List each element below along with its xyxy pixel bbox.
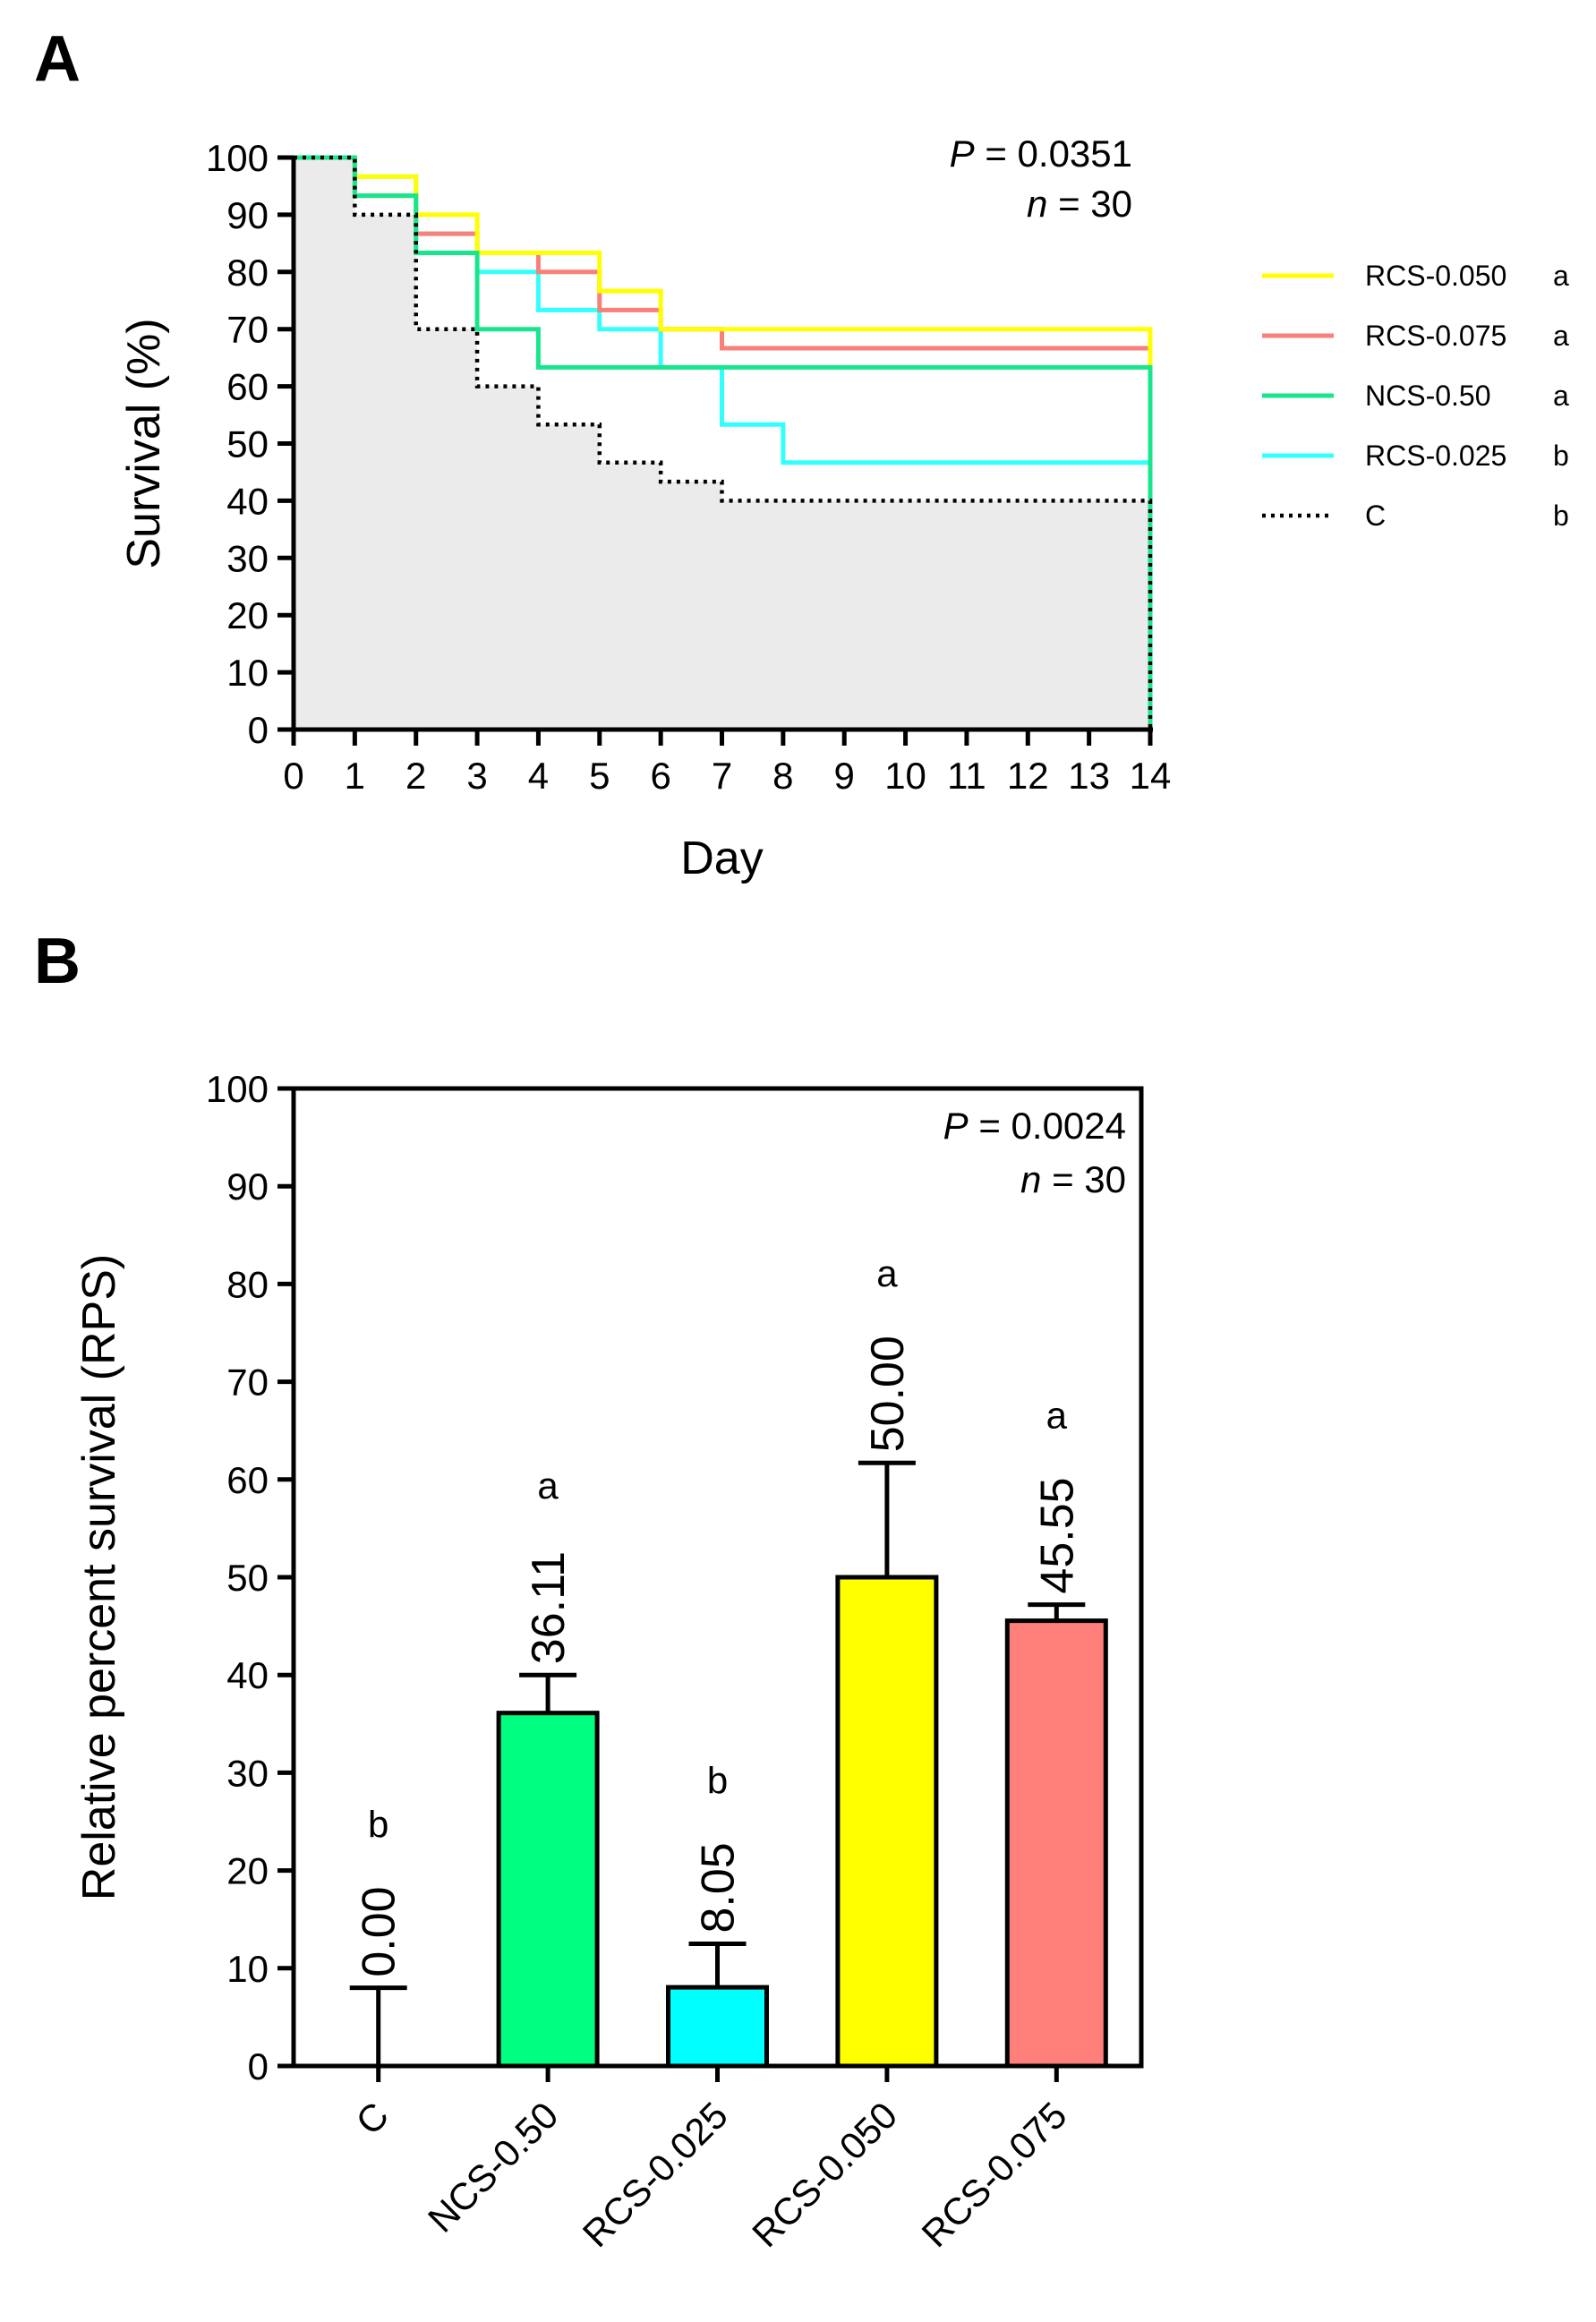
legend-group-c: b: [1553, 499, 1569, 532]
x-tick-label-0: 0: [283, 755, 303, 797]
y-tick-label-40: 40: [226, 480, 269, 522]
y-tick-label-90: 90: [226, 1165, 269, 1208]
x-tick-label-7: 7: [712, 755, 732, 797]
x-tick-label-3: 3: [466, 755, 487, 797]
legend-label-c: C: [1365, 499, 1386, 532]
panel-letter-a: A: [34, 23, 81, 95]
legend-group-ncs-0.50: a: [1553, 380, 1569, 412]
series-line-c: [294, 155, 1153, 730]
x-tick-label-9: 9: [834, 755, 855, 797]
x-tick-label-13: 13: [1068, 755, 1110, 797]
category-label-rcs-0.050: RCS-0.050: [744, 2094, 905, 2255]
sig-letter-ncs-0.50: a: [537, 1464, 559, 1507]
sig-letter-rcs-0.050: a: [876, 1252, 898, 1294]
y-tick-label-80: 80: [226, 252, 269, 294]
value-label-ncs-0.50: 36.11: [523, 1551, 575, 1664]
x-tick-label-12: 12: [1007, 755, 1049, 797]
sig-letter-c: b: [368, 1804, 388, 1846]
y-tick-label-20: 20: [226, 594, 269, 636]
x-tick-label-4: 4: [528, 755, 549, 797]
category-label-rcs-0.025: RCS-0.025: [575, 2094, 736, 2255]
y-tick-label-50: 50: [226, 1557, 269, 1599]
y-tick-label-60: 60: [226, 1459, 269, 1501]
legend-label-ncs-0.50: NCS-0.50: [1365, 380, 1491, 412]
control-shaded-area: [294, 158, 1150, 730]
bar-rcs-0.075: [1004, 1618, 1108, 2069]
p-value-text: P = 0.0024: [943, 1105, 1126, 1147]
y-tick-label-0: 0: [248, 709, 269, 751]
legend-group-rcs-0.075: a: [1553, 320, 1569, 352]
y-tick-label-30: 30: [226, 537, 269, 579]
x-tick-label-1: 1: [345, 755, 365, 797]
y-tick-label-60: 60: [226, 366, 269, 408]
value-label-rcs-0.050: 50.00: [862, 1336, 914, 1452]
n-value-text: n = 30: [1020, 1158, 1126, 1200]
y-tick-label-80: 80: [226, 1263, 269, 1305]
legend-group-rcs-0.050: a: [1553, 260, 1569, 292]
x-tick-label-2: 2: [405, 755, 426, 797]
y-axis-title: Relative percent survival (RPS): [73, 1254, 125, 1900]
y-tick-label-40: 40: [226, 1654, 269, 1696]
series-line-ncs-0.50: [294, 155, 1153, 730]
y-tick-label-0: 0: [248, 2045, 269, 2087]
x-tick-label-14: 14: [1130, 755, 1172, 797]
y-tick-label-70: 70: [226, 309, 269, 351]
x-tick-label-5: 5: [589, 755, 610, 797]
category-label-ncs-0.50: NCS-0.50: [420, 2094, 567, 2241]
y-tick-label-90: 90: [226, 194, 269, 236]
value-label-rcs-0.075: 45.55: [1031, 1477, 1083, 1593]
rps-bar-chart: 0 10 20 30 40 50 60 70 80 90 100 Relative percent s…: [73, 1068, 1144, 2255]
category-label-rcs-0.075: RCS-0.075: [914, 2094, 1075, 2255]
value-label-rcs-0.025: 8.05: [693, 1842, 745, 1933]
panel-letter-b: B: [34, 926, 81, 997]
bar-rcs-0.050: [835, 1575, 939, 2069]
category-label-c: C: [347, 2094, 397, 2143]
bar-rcs-0.025: [666, 1985, 769, 2069]
y-tick-label-100: 100: [206, 137, 269, 179]
y-tick-label-70: 70: [226, 1362, 269, 1404]
y-tick-label-100: 100: [206, 1068, 269, 1110]
y-axis-title: Survival (%): [118, 318, 170, 568]
x-tick-label-6: 6: [650, 755, 670, 797]
legend-group-rcs-0.025: b: [1553, 440, 1569, 472]
sig-letter-rcs-0.025: b: [707, 1760, 728, 1802]
sig-letter-rcs-0.075: a: [1046, 1395, 1068, 1437]
n-value-text: n = 30: [1027, 183, 1132, 225]
x-tick-label-10: 10: [884, 755, 926, 797]
bar-ncs-0.50: [496, 1711, 600, 2069]
legend-label-rcs-0.050: RCS-0.050: [1365, 260, 1506, 292]
p-value-text: P = 0.0351: [950, 132, 1132, 175]
series-line-rcs-0.050: [294, 155, 1153, 730]
x-axis-title: Day: [680, 832, 763, 884]
y-tick-label-20: 20: [226, 1850, 269, 1892]
legend-label-rcs-0.025: RCS-0.025: [1365, 440, 1506, 472]
value-label-c: 0.00: [354, 1886, 405, 1976]
legend-label-rcs-0.075: RCS-0.075: [1365, 320, 1506, 352]
x-tick-label-8: 8: [772, 755, 793, 797]
y-tick-label-10: 10: [226, 652, 269, 694]
y-tick-label-50: 50: [226, 423, 269, 465]
y-tick-label-30: 30: [226, 1752, 269, 1794]
x-tick-label-11: 11: [947, 755, 986, 797]
y-tick-label-10: 10: [226, 1948, 269, 1990]
